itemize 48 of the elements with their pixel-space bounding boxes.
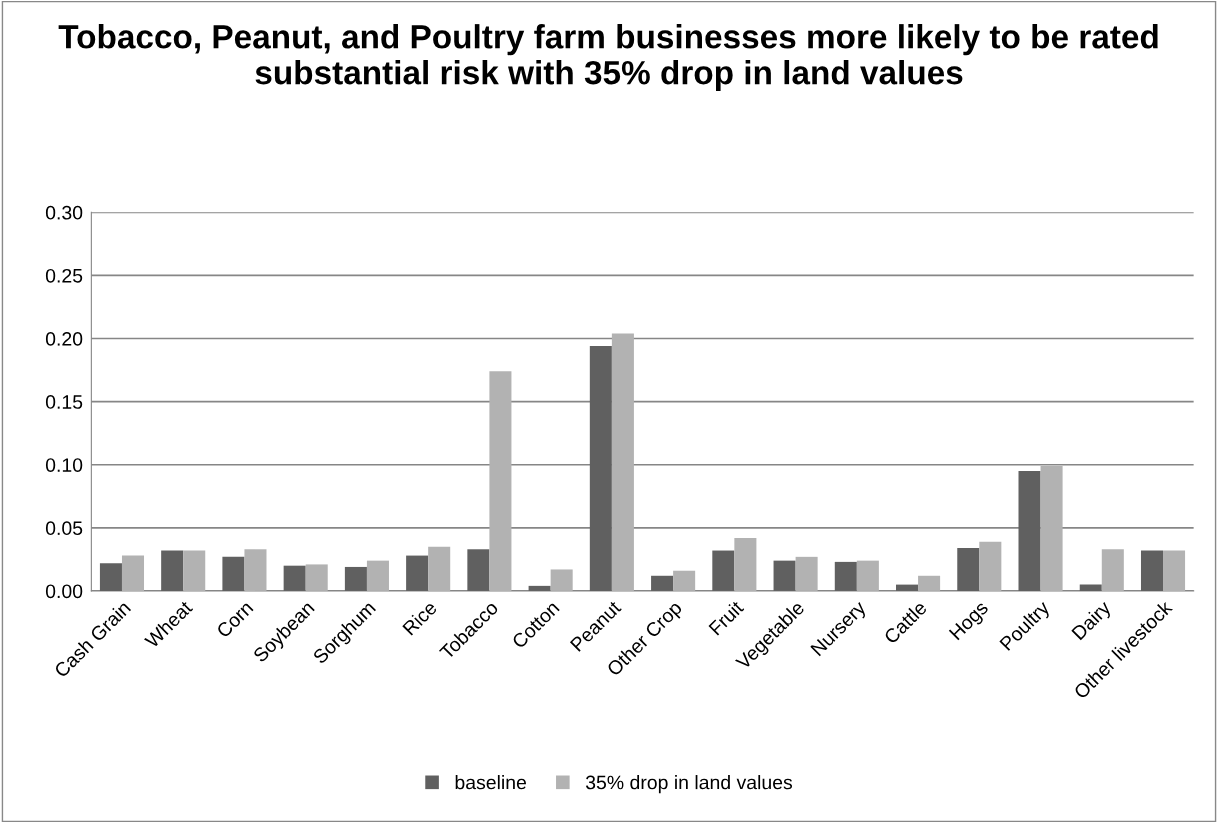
chart-title: Tobacco, Peanut, and Poultry farm businesses more likely to be rated substantial risk with 35% drop in land values	[58, 24, 1158, 92]
bar	[896, 584, 919, 591]
legend-label: baseline	[455, 775, 526, 790]
bar	[1079, 584, 1102, 591]
y-tick-label: 0.00	[45, 584, 83, 599]
bar	[183, 550, 206, 591]
bar	[979, 541, 1002, 591]
bar	[856, 560, 879, 591]
bar	[283, 565, 306, 591]
bar	[834, 561, 857, 591]
x-tick-label: Corn	[215, 600, 254, 639]
bar	[957, 548, 980, 591]
bar	[550, 569, 573, 591]
bar	[305, 564, 328, 591]
legend-label: 35% drop in land values	[585, 775, 793, 794]
bar	[611, 333, 634, 591]
bar	[489, 371, 512, 591]
x-tick-label: Rice	[401, 599, 438, 636]
bar	[773, 560, 796, 591]
bar	[795, 556, 818, 591]
bar	[428, 546, 451, 591]
bar	[121, 555, 145, 591]
bar	[918, 575, 941, 591]
bar	[222, 556, 245, 591]
bar	[712, 550, 735, 591]
y-tick-label: 0.15	[45, 395, 83, 409]
bar	[1101, 549, 1124, 591]
bar	[528, 585, 551, 591]
bar	[1140, 550, 1164, 591]
bar	[1018, 471, 1041, 591]
bar	[673, 570, 696, 591]
y-tick-label: 0.05	[45, 521, 83, 536]
bar	[344, 566, 367, 591]
bar	[161, 550, 184, 591]
bar	[244, 549, 267, 591]
bar	[99, 563, 122, 591]
bar	[589, 346, 612, 591]
bar	[651, 575, 674, 591]
y-tick-label: 0.20	[45, 332, 83, 346]
y-tick-label: 0.25	[45, 268, 83, 283]
bar	[406, 555, 429, 591]
bar	[734, 537, 757, 591]
bar	[366, 560, 389, 591]
bar	[1040, 465, 1063, 591]
y-tick-label: 0.10	[45, 458, 83, 472]
bar	[1163, 550, 1186, 591]
y-tick-label: 0.30	[45, 205, 83, 220]
bar	[467, 549, 490, 591]
